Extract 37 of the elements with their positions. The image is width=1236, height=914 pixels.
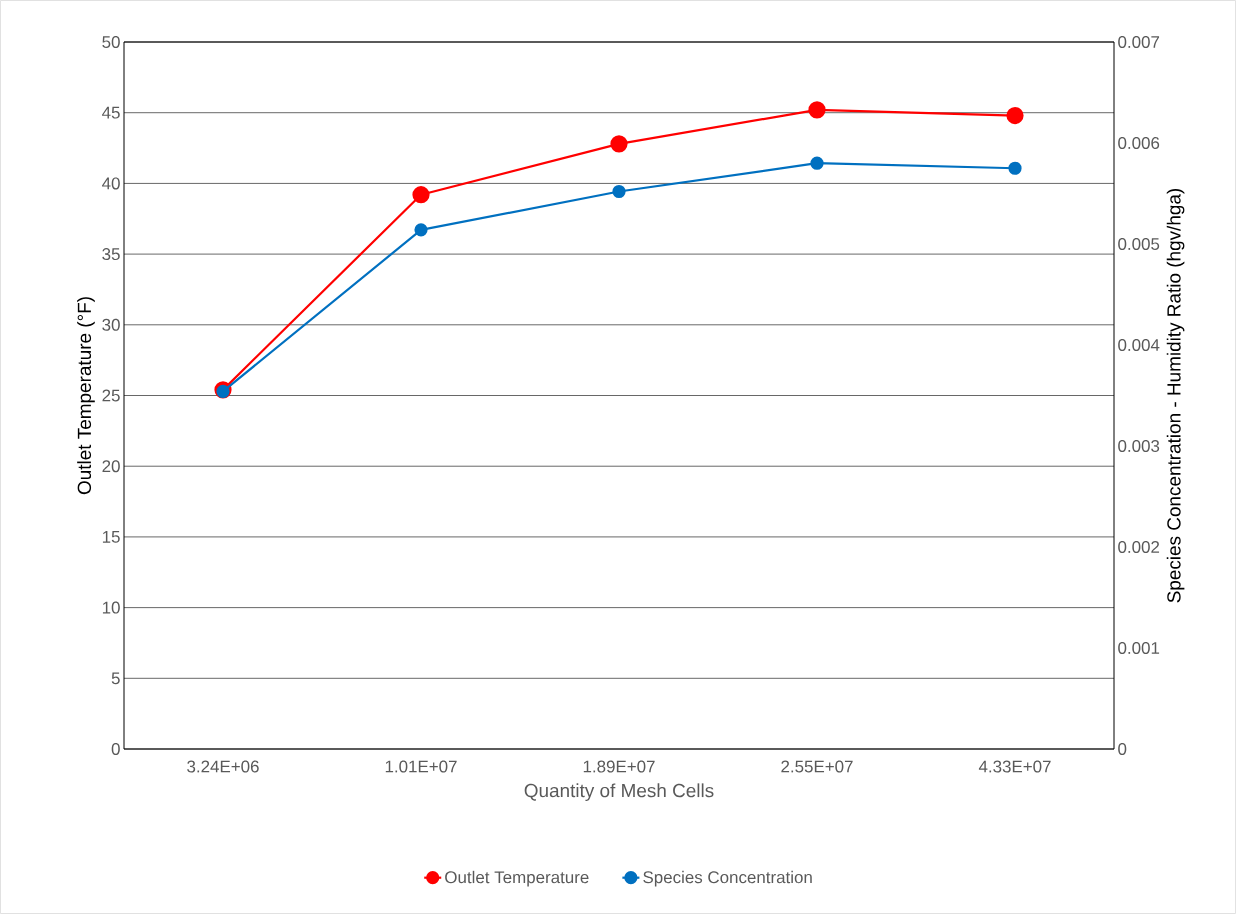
y-tick-label: 30 (102, 318, 120, 331)
point (808, 101, 826, 119)
legend-label: Outlet Temperature (445, 870, 589, 887)
x-tick-label: 1.89E+07 (583, 760, 655, 773)
y2-tick-label: 0.002 (1118, 541, 1160, 554)
y-tick-label: 50 (102, 36, 120, 49)
y-tick-label: 35 (102, 248, 120, 261)
y-tick-label: 0 (111, 743, 120, 756)
y2-tick-label: 0.006 (1118, 137, 1160, 150)
x-tick-label: 4.33E+07 (978, 760, 1051, 773)
point (412, 186, 430, 204)
point (810, 156, 824, 170)
x-tick-label: 2.55E+07 (781, 760, 853, 773)
x-tick-label: 3.24E+06 (187, 760, 259, 773)
point (1008, 161, 1022, 175)
y-tick-label: 10 (102, 601, 120, 614)
y-tick-label: 25 (102, 389, 120, 402)
y2-tick-label: 0.005 (1118, 238, 1160, 251)
y2-tick-label: 0.001 (1118, 642, 1160, 655)
y2-tick-label: 0.007 (1118, 36, 1160, 49)
point (612, 184, 626, 199)
x-tick-label: 1.01E+07 (385, 760, 457, 773)
point (610, 135, 628, 153)
y2-tick-label: 0 (1118, 743, 1127, 756)
y-tick-label: 45 (102, 106, 120, 119)
y-tick-label: 15 (102, 531, 120, 543)
legend-label: Species Concentration (643, 870, 812, 887)
y-axis-title: Outlet Temperature (°F) (77, 297, 95, 495)
y2-tick-label: 0.004 (1118, 339, 1160, 352)
x-axis-title: Quantity of Mesh Cells (524, 783, 714, 801)
y2-axis-title: Species Concentration - Humidity Ratio (hgv/hga) (1166, 188, 1185, 603)
y-tick-label: 5 (111, 672, 120, 685)
y2-tick-label: 0.003 (1118, 440, 1160, 453)
y-tick-label: 40 (102, 177, 120, 190)
y-tick-label: 20 (102, 460, 120, 473)
point (1006, 106, 1024, 125)
point (414, 223, 428, 237)
